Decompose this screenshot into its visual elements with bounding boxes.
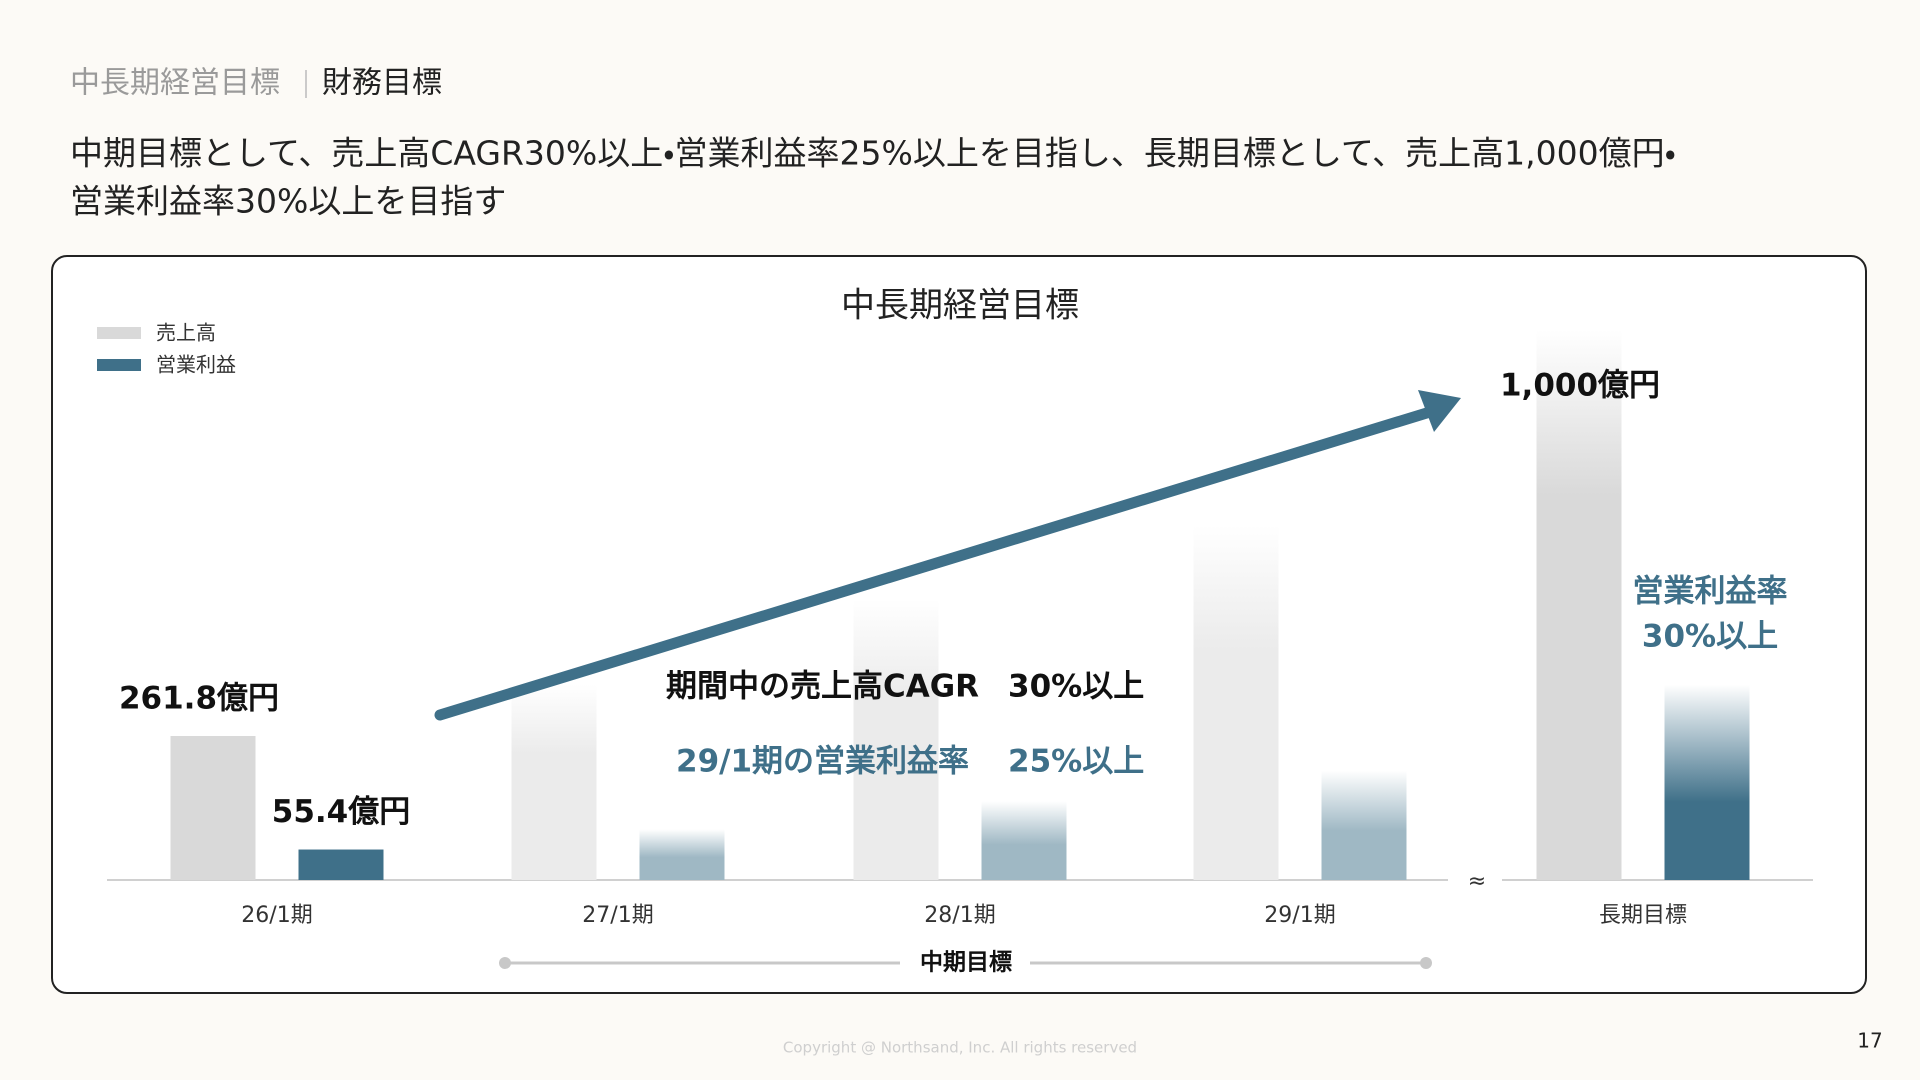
x-tick-label: 29/1期 <box>1264 903 1335 928</box>
chart-title: 中長期経営目標 <box>841 286 1079 326</box>
legend-swatch <box>97 327 141 339</box>
bar <box>1536 330 1622 880</box>
annotation: 30%以上 <box>1642 619 1778 655</box>
annotation: 期間中の売上高CAGR <box>666 669 979 705</box>
bar <box>511 684 597 880</box>
bar <box>853 599 939 880</box>
trend-arrow <box>434 406 1436 721</box>
x-tick-label: 長期目標 <box>1599 903 1687 928</box>
arrow-head <box>1418 390 1461 432</box>
legend-swatch <box>97 359 141 371</box>
page-number: 17 <box>1857 1029 1882 1053</box>
bar <box>1193 525 1279 880</box>
value-label: 1,000億円 <box>1500 368 1660 404</box>
bar <box>1321 770 1407 880</box>
axis-break: ≈ <box>1468 869 1486 894</box>
chart-frame <box>51 255 1867 994</box>
bracket-end <box>1420 957 1432 969</box>
bracket-label: 中期目標 <box>920 950 1012 976</box>
annotation: 25%以上 <box>1008 744 1144 780</box>
bar <box>1664 684 1750 880</box>
lead-text: 中期目標として、売上高CAGR30%以上・営業利益率25%以上を目指し、長期目標… <box>70 134 1676 173</box>
x-tick-label: 28/1期 <box>924 903 995 928</box>
bar <box>639 829 725 880</box>
bar <box>170 736 256 880</box>
copyright: Copyright @ Northsand, Inc. All rights r… <box>783 1039 1137 1057</box>
value-label: 261.8億円 <box>119 681 279 717</box>
section-title: 中長期経営目標 <box>70 66 280 101</box>
bar <box>298 849 384 880</box>
x-tick-label: 27/1期 <box>582 903 653 928</box>
lead-text: 営業利益率30%以上を目指す <box>70 182 506 221</box>
bracket-end <box>499 957 511 969</box>
page-title: 財務目標 <box>322 66 442 101</box>
annotation: 営業利益率 <box>1633 574 1788 610</box>
annotation: 30%以上 <box>1008 669 1144 705</box>
bar <box>981 801 1067 880</box>
legend-label: 営業利益 <box>156 353 236 377</box>
x-tick-label: 26/1期 <box>241 903 312 928</box>
legend-label: 売上高 <box>156 321 216 345</box>
annotation: 29/1期の営業利益率 <box>676 744 969 780</box>
value-label: 55.4億円 <box>272 794 411 830</box>
